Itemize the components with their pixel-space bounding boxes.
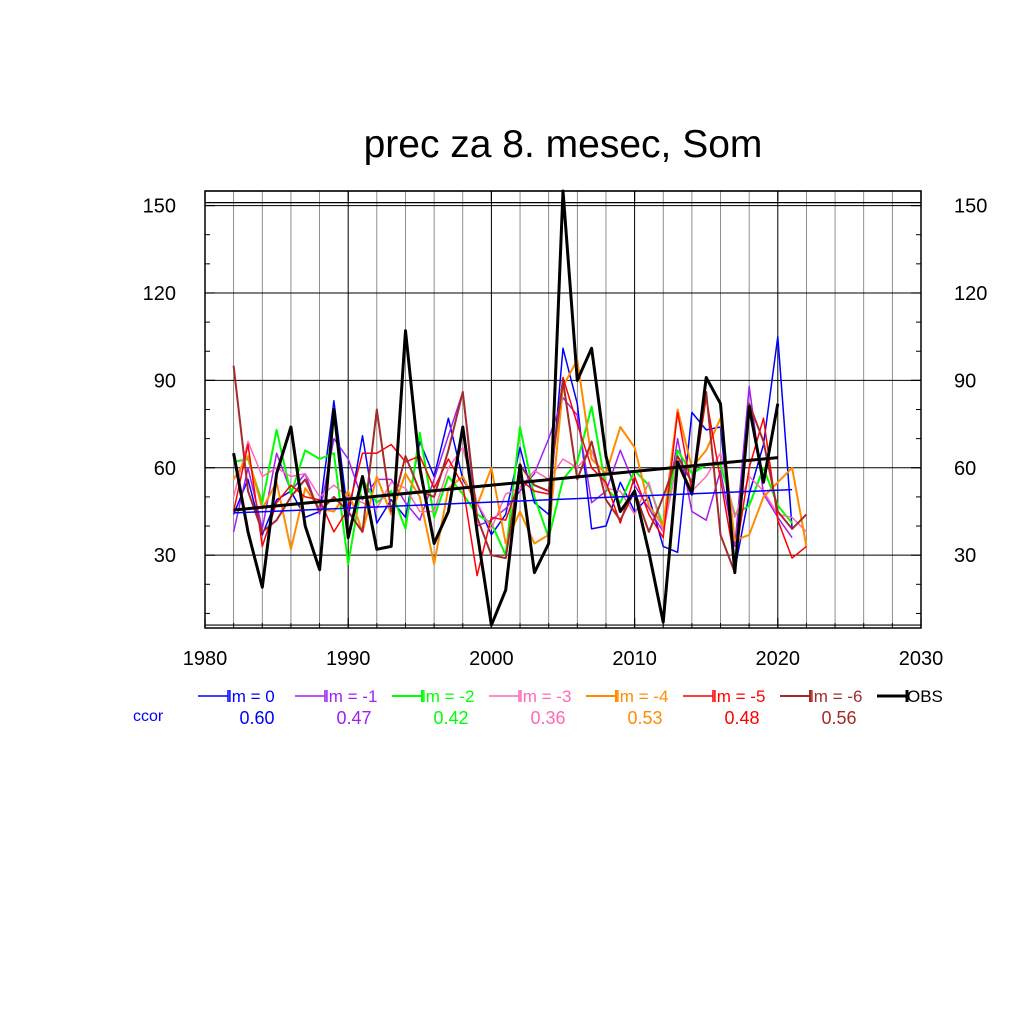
y-tick-label-right: 150 bbox=[954, 196, 987, 218]
axes: 1980 1990 2000 2010 2020 2030 30 30 60 60 90 90 120 1… bbox=[143, 191, 987, 670]
series-line bbox=[232, 376, 807, 577]
trend-line bbox=[233, 488, 793, 514]
y-tick-label: 60 bbox=[154, 458, 176, 480]
legend-label: lm = -2 bbox=[422, 687, 474, 706]
y-tick-label-right: 60 bbox=[954, 458, 976, 480]
legend-item: lm = -6 0.56 bbox=[780, 687, 862, 728]
ccor-label: ccor bbox=[133, 708, 164, 725]
y-tick-label: 150 bbox=[143, 196, 176, 218]
x-tick-label: 2020 bbox=[756, 648, 801, 670]
legend-label: lm = -6 bbox=[810, 687, 862, 706]
ccor-value: 0.36 bbox=[530, 708, 565, 728]
legend-label: lm = -4 bbox=[616, 687, 668, 706]
y-tick-label: 120 bbox=[143, 283, 176, 305]
legend-item: lm = -1 0.47 bbox=[295, 687, 377, 728]
chart-title: prec za 8. mesec, Som bbox=[364, 123, 763, 166]
ccor-value: 0.60 bbox=[239, 708, 274, 728]
legend-item: lm = 0 0.60 bbox=[198, 687, 275, 728]
x-tick-label: 2000 bbox=[469, 648, 514, 670]
ccor-value: 0.48 bbox=[724, 708, 759, 728]
trend-line bbox=[233, 456, 778, 512]
legend-label: lm = -1 bbox=[325, 687, 377, 706]
y-tick-label-right: 30 bbox=[954, 545, 976, 567]
series-line bbox=[232, 440, 807, 533]
x-tick-label: 2030 bbox=[899, 648, 944, 670]
y-tick-label: 90 bbox=[154, 370, 176, 392]
y-tick-label: 30 bbox=[154, 545, 176, 567]
series-line bbox=[232, 189, 780, 627]
ccor-value: 0.56 bbox=[821, 708, 856, 728]
legend-label: lm = 0 bbox=[228, 687, 275, 706]
ccor-value: 0.47 bbox=[336, 708, 371, 728]
legend-label: OBS bbox=[907, 687, 943, 706]
y-tick-label-right: 90 bbox=[954, 370, 976, 392]
ccor-value: 0.53 bbox=[627, 708, 662, 728]
legend-item: lm = -4 0.53 bbox=[586, 687, 668, 728]
legend-item: OBS bbox=[877, 687, 943, 706]
x-tick-label: 1980 bbox=[183, 648, 228, 670]
plot-frame bbox=[204, 190, 922, 629]
x-tick-label: 2010 bbox=[612, 648, 657, 670]
ccor-value: 0.42 bbox=[433, 708, 468, 728]
legend-label: lm = -5 bbox=[713, 687, 765, 706]
legend: lm = 0 0.60 lm = -1 0.47 lm = -2 0.42 lm = -3 0… bbox=[198, 687, 943, 728]
legend-label: lm = -3 bbox=[519, 687, 571, 706]
legend-item: lm = -5 0.48 bbox=[683, 687, 765, 728]
legend-item: lm = -2 0.42 bbox=[392, 687, 474, 728]
grid bbox=[205, 190, 921, 628]
x-tick-label: 1990 bbox=[326, 648, 371, 670]
legend-item: lm = -3 0.36 bbox=[489, 687, 571, 728]
series-lines bbox=[232, 189, 808, 627]
y-tick-label-right: 120 bbox=[954, 283, 987, 305]
